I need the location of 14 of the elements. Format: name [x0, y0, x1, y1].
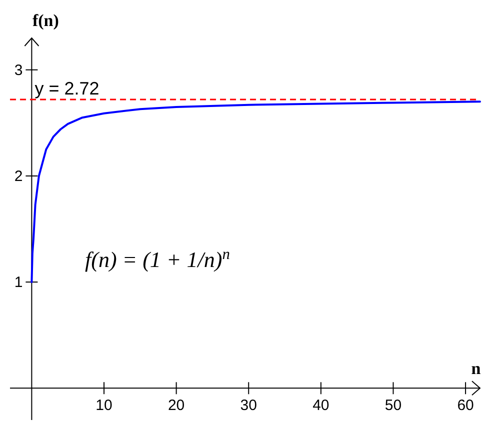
x-tick-label: 20: [168, 397, 185, 414]
line-series: [30, 100, 481, 284]
y-tick-label: 2: [14, 168, 23, 185]
x-tick-label: 60: [457, 397, 474, 414]
annotation: f(n) = (1 + 1/n)$^{n}$: [85, 245, 230, 272]
x-axis-title: n: [471, 359, 482, 378]
y-tick-label: 1: [14, 274, 23, 292]
x-tick-label: 50: [384, 397, 402, 414]
ref-line-label: y = 2.72: [34, 78, 100, 99]
x-tick-label: 40: [312, 397, 330, 414]
y-tick-label: 3: [14, 62, 23, 79]
x-tick-label: 30: [240, 397, 257, 414]
x-tick-label: 10: [96, 397, 112, 414]
y-axis-title: f(n): [32, 11, 59, 30]
